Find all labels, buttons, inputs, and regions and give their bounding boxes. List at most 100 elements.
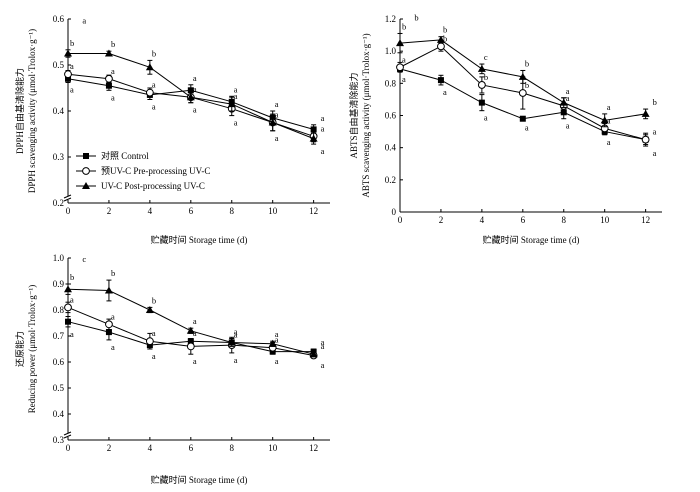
data-point-post-uvc [104, 286, 113, 294]
legend-label-pre-uvc: 预UV-C Pre-processing UV-C [101, 166, 210, 176]
x-tick-label: 10 [268, 206, 278, 216]
y-tick-label: 0.6 [385, 111, 397, 121]
significance-letter: a [275, 133, 279, 143]
significance-letter: a [607, 102, 611, 112]
y-tick-label: 0 [392, 207, 397, 217]
y-tick-label: 0.2 [53, 198, 64, 208]
x-tick-label: 4 [148, 443, 153, 453]
data-point-pre-uvc [64, 303, 72, 312]
data-point-control [105, 329, 112, 336]
x-tick-label: 6 [189, 206, 194, 216]
significance-letter: b [484, 72, 488, 82]
legend-marker-square-icon [83, 153, 89, 159]
series-post-uvc [64, 279, 318, 358]
axis-break-icon [63, 197, 72, 202]
significance-letter: a [234, 118, 238, 128]
y-tick-label: 1.0 [385, 46, 397, 56]
legend-entry-control: 对照 Control [76, 150, 149, 161]
data-point-control [478, 99, 485, 106]
data-point-post-uvc [104, 49, 113, 57]
significance-letter: a [193, 356, 197, 366]
data-point-post-uvc [227, 338, 236, 346]
y-tick-label: 0.5 [53, 383, 65, 393]
panel-annotation: c [82, 254, 86, 264]
data-point-post-uvc [186, 326, 195, 334]
significance-letter: a [321, 113, 325, 123]
significance-letter: a [70, 84, 74, 94]
significance-letter: a [111, 342, 115, 352]
y-axis-label-cn: ABTS自由基清除能力 [348, 72, 359, 158]
significance-letter: a [152, 102, 156, 112]
axis-break-gap [64, 433, 72, 437]
x-tick-label: 12 [309, 443, 318, 453]
significance-letter: a [653, 127, 657, 137]
significance-letter: a [152, 351, 156, 361]
data-point-control [519, 115, 526, 122]
x-tick-label: 2 [439, 215, 444, 225]
significance-letter: a [275, 110, 279, 120]
legend-marker-circle-icon [82, 167, 90, 175]
data-point-pre-uvc [641, 135, 650, 144]
panel-annotation: a [82, 16, 86, 26]
data-point-post-uvc [309, 134, 318, 142]
data-point-pre-uvc [518, 89, 527, 97]
legend-marker-triangle-icon [82, 182, 90, 189]
significance-letter: a [321, 146, 325, 156]
data-point-control [310, 126, 317, 133]
significance-letter: a [607, 115, 611, 125]
data-point-pre-uvc [145, 88, 154, 97]
x-tick-label: 10 [268, 443, 278, 453]
significance-letter: a [321, 360, 325, 370]
x-tick-label: 8 [230, 206, 235, 216]
y-tick-label: 0.5 [53, 60, 65, 70]
significance-letter: a [402, 74, 406, 84]
axis-break-icon [63, 431, 72, 436]
significance-letter: a [193, 84, 197, 94]
significance-letter: a [566, 121, 570, 131]
legend-entry-pre-uvc: 预UV-C Pre-processing UV-C [76, 166, 210, 176]
significance-letter: a [111, 311, 115, 321]
significance-letter: b [152, 48, 156, 58]
data-point-post-uvc [186, 93, 195, 101]
data-point-post-uvc [518, 72, 527, 80]
significance-letter: a [484, 113, 488, 123]
dpph-chart: 0 2 4 6 8 10 12 0.2 0.3 0.4 0.5 0.6 贮藏时间 Storage tim… [14, 14, 330, 245]
data-point-post-uvc [268, 339, 277, 347]
x-tick-label: 12 [309, 206, 318, 216]
significance-letter: a [275, 99, 279, 109]
significance-letter: a [70, 61, 74, 71]
significance-letter: b [525, 80, 529, 90]
x-tick-label: 10 [600, 215, 610, 225]
significance-letter: a [566, 86, 570, 96]
data-point-post-uvc [559, 98, 568, 106]
data-point-pre-uvc [105, 320, 113, 329]
data-point-pre-uvc [145, 337, 154, 346]
x-tick-label: 8 [562, 215, 567, 225]
significance-letter: a [443, 87, 447, 97]
y-tick-label: 0.4 [53, 106, 65, 116]
x-tick-label: 0 [398, 215, 403, 225]
significance-letter: a [70, 329, 74, 339]
significance-letter: c [484, 52, 488, 62]
data-point-control [437, 77, 444, 84]
legend-label-control: 对照 Control [101, 150, 149, 161]
y-tick-label: 0.9 [53, 279, 65, 289]
x-axis-label: 贮藏时间 Storage time (d) [151, 234, 248, 245]
significance-letter: a [234, 91, 238, 101]
x-tick-label: 4 [480, 215, 485, 225]
y-axis-label-en: DPPH scavenging activity (μmol·Trolox·g⁻… [27, 29, 37, 193]
significance-letter: b [70, 272, 74, 282]
significance-letter: a [193, 316, 197, 326]
significance-letter: a [193, 105, 197, 115]
abts-chart: 0 2 4 6 8 10 12 0 0.2 0.4 0.6 0.8 1.0 1.2 贮藏时间 Storage… [348, 13, 662, 245]
data-point-post-uvc [641, 109, 650, 117]
significance-letter: b [111, 39, 115, 49]
series-post-uvc [396, 32, 650, 128]
series-pre-uvc [396, 41, 650, 147]
significance-letter: a [321, 123, 325, 133]
x-tick-label: 8 [230, 443, 235, 453]
y-tick-label: 0.6 [53, 357, 65, 367]
significance-letter: a [70, 294, 74, 304]
data-point-post-uvc [145, 63, 154, 71]
